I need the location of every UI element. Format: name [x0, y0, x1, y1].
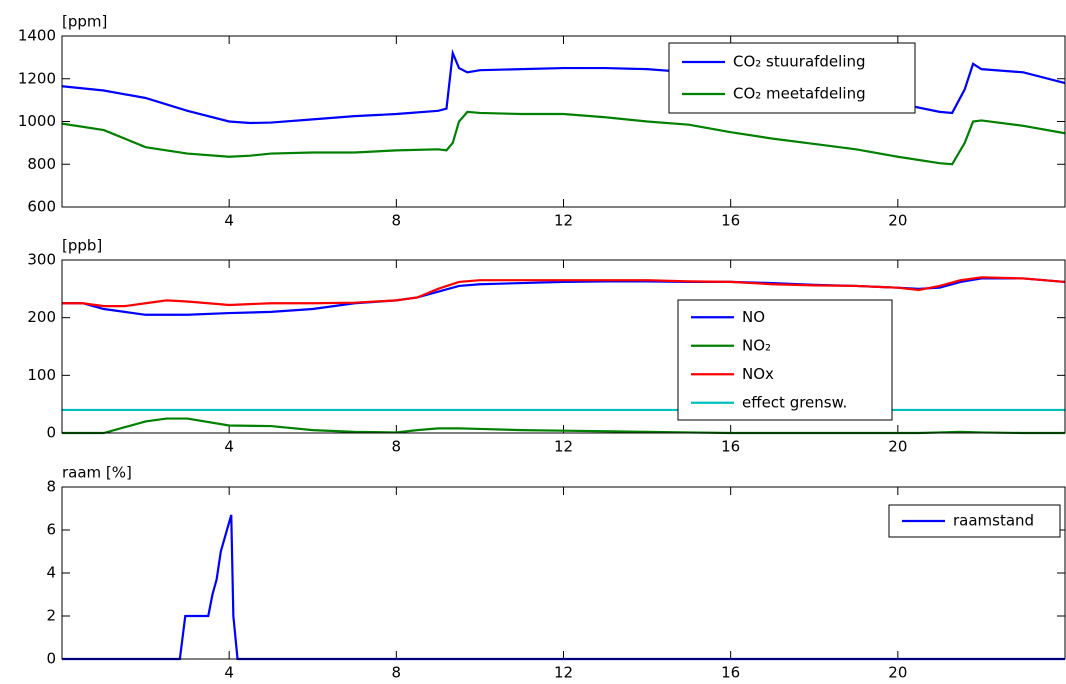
y-tick-label: 200: [27, 308, 56, 326]
y-tick-label: 6: [46, 521, 56, 539]
x-tick-label: 12: [554, 212, 573, 230]
x-tick-label: 16: [721, 438, 740, 456]
x-tick-label: 12: [554, 438, 573, 456]
x-tick-label: 16: [721, 664, 740, 682]
y-tick-label: 8: [46, 478, 56, 496]
x-tick-label: 8: [392, 212, 402, 230]
legend-label: effect grensw.: [742, 393, 847, 411]
plot-frame: [61, 35, 1066, 208]
y-tick-label: 300: [27, 251, 56, 269]
y-tick-label: 1200: [18, 69, 56, 87]
x-tick-label: 4: [224, 438, 234, 456]
y-tick-label: 1400: [18, 27, 56, 45]
x-tick-label: 20: [888, 438, 907, 456]
legend-label: NO₂: [742, 336, 771, 354]
legend-label: raamstand: [953, 512, 1034, 530]
x-tick-label: 20: [888, 664, 907, 682]
x-tick-label: 16: [721, 212, 740, 230]
legend-box: [677, 299, 893, 421]
y-axis-label: [ppb]: [62, 237, 102, 255]
y-axis-label: raam [%]: [62, 464, 132, 482]
legend-box: [668, 42, 916, 114]
y-tick-label: 600: [27, 198, 56, 216]
x-tick-label: 4: [224, 664, 234, 682]
series-line: [62, 276, 1066, 308]
series-line: [61, 48, 1066, 125]
x-tick-label: 8: [392, 438, 402, 456]
plot-frame: [61, 486, 1066, 660]
y-tick-label: 800: [27, 155, 56, 173]
series-line: [62, 514, 1065, 661]
legend-label: CO₂ stuurafdeling: [733, 53, 866, 71]
x-tick-label: 12: [554, 664, 573, 682]
legend-label: NO: [742, 308, 765, 326]
y-tick-label: 1000: [18, 112, 56, 130]
series-line: [61, 110, 1066, 166]
x-tick-label: 8: [392, 664, 402, 682]
legend-label: NOx: [742, 365, 774, 383]
y-tick-label: 4: [46, 564, 56, 582]
x-tick-label: 20: [888, 212, 907, 230]
plot-frame: [61, 259, 1066, 434]
y-tick-label: 2: [46, 607, 56, 625]
y-tick-label: 0: [46, 424, 56, 442]
y-tick-label: 100: [27, 366, 56, 384]
legend-label: CO₂ meetafdeling: [733, 85, 866, 103]
y-axis-label: [ppm]: [62, 13, 107, 31]
series-line: [62, 277, 1066, 316]
y-tick-label: 0: [46, 650, 56, 668]
x-tick-label: 4: [224, 212, 234, 230]
